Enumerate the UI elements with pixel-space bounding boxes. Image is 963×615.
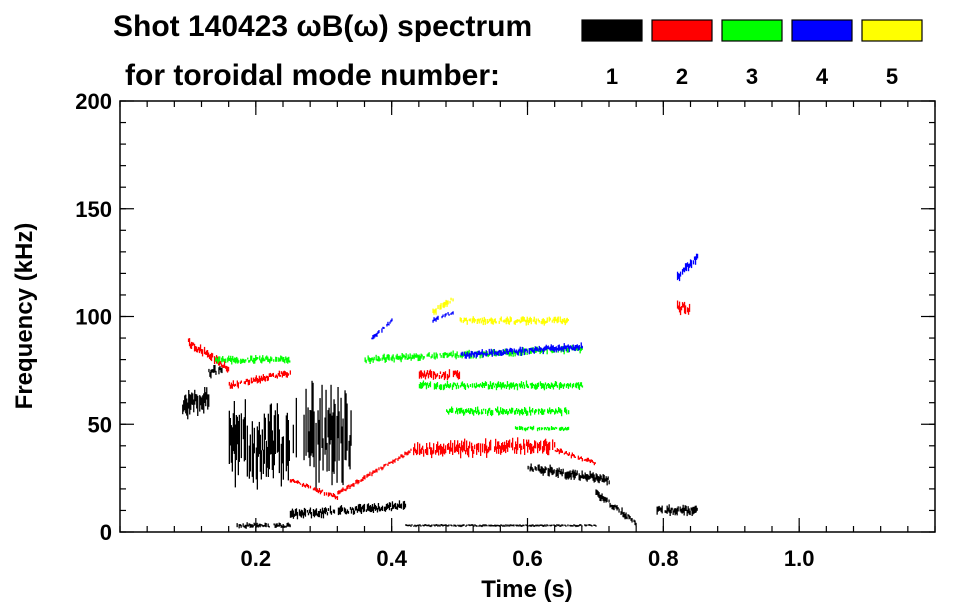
y-tick-label: 0 (100, 520, 112, 545)
x-tick-label: 0.6 (512, 546, 543, 571)
chart-title-line1: Shot 140423 ωB(ω) spectrum (113, 10, 532, 43)
series-mode-2 (187, 300, 691, 500)
legend-swatch-2 (651, 19, 713, 42)
series-mode-1 (182, 364, 698, 529)
mode-2-segment-7 (418, 369, 461, 381)
mode-1-segment-8 (527, 463, 610, 486)
mode-4-segment-2 (432, 311, 454, 323)
legend-label-2: 2 (676, 64, 688, 89)
mode-1-segment-10 (656, 504, 698, 517)
mode-4-segment-3 (460, 342, 583, 359)
y-tick-label: 50 (88, 412, 112, 437)
legend-label-4: 4 (816, 64, 829, 89)
y-tick-label: 150 (75, 197, 112, 222)
x-axis-label: Time (s) (481, 576, 573, 603)
mode-1-segment-3 (236, 522, 291, 529)
y-tick-label: 100 (75, 305, 112, 330)
mode-2-segment-3 (289, 478, 339, 500)
legend-swatch-4 (791, 19, 853, 42)
mode-1-segment-1 (182, 387, 210, 420)
y-tick-label: 200 (75, 89, 112, 114)
mode-2-segment-1 (187, 338, 230, 373)
axis-ticks (119, 100, 936, 533)
mode-1-segment-4 (289, 500, 407, 520)
tick-labels: 0.2 0.4 0.6 0.8 1.0 0 50 100 150 200 (75, 89, 814, 571)
legend-swatch-3 (721, 19, 783, 42)
y-axis-label: Frequency (kHz) (11, 223, 38, 410)
x-tick-label: 0.8 (648, 546, 679, 571)
series-mode-4 (371, 253, 699, 359)
mode-2-segment-6 (554, 448, 596, 466)
mode-3-segment-1 (215, 355, 291, 365)
mode-1-segment-2 (208, 364, 223, 379)
mode-1-segment-5 (303, 380, 352, 490)
series-mode-5 (432, 297, 569, 326)
mode-2-segment-5 (413, 437, 556, 459)
legend-label-5: 5 (886, 64, 898, 89)
legend-label-1: 1 (606, 64, 618, 89)
mode-2-segment-8 (676, 300, 691, 316)
x-tick-label: 0.2 (241, 546, 272, 571)
mode-5-segment-1 (432, 297, 454, 315)
mode-2-segment-4 (337, 448, 412, 495)
x-tick-label: 1.0 (784, 546, 815, 571)
mode-3-segment-5 (514, 425, 570, 432)
legend-swatch-5 (861, 19, 923, 42)
mode-2-segment-2 (228, 370, 291, 389)
mode-3-segment-4 (446, 406, 570, 417)
legend: 1 2 3 4 5 (581, 19, 923, 89)
legend-swatch-1 (581, 19, 643, 42)
mode-1-segment-9 (595, 489, 637, 527)
chart-title-line2: for toroidal mode number: (125, 59, 500, 92)
plot-data-area (182, 253, 699, 529)
mode-3-segment-3 (418, 380, 584, 391)
mode-1-segment-6 (228, 397, 297, 490)
x-tick-label: 0.4 (376, 546, 407, 571)
mode-1-segment-7 (405, 524, 597, 528)
mode-4-segment-1 (371, 318, 393, 340)
legend-label-3: 3 (746, 64, 758, 89)
mode-5-segment-2 (459, 316, 569, 326)
mode-4-segment-4 (676, 253, 699, 282)
